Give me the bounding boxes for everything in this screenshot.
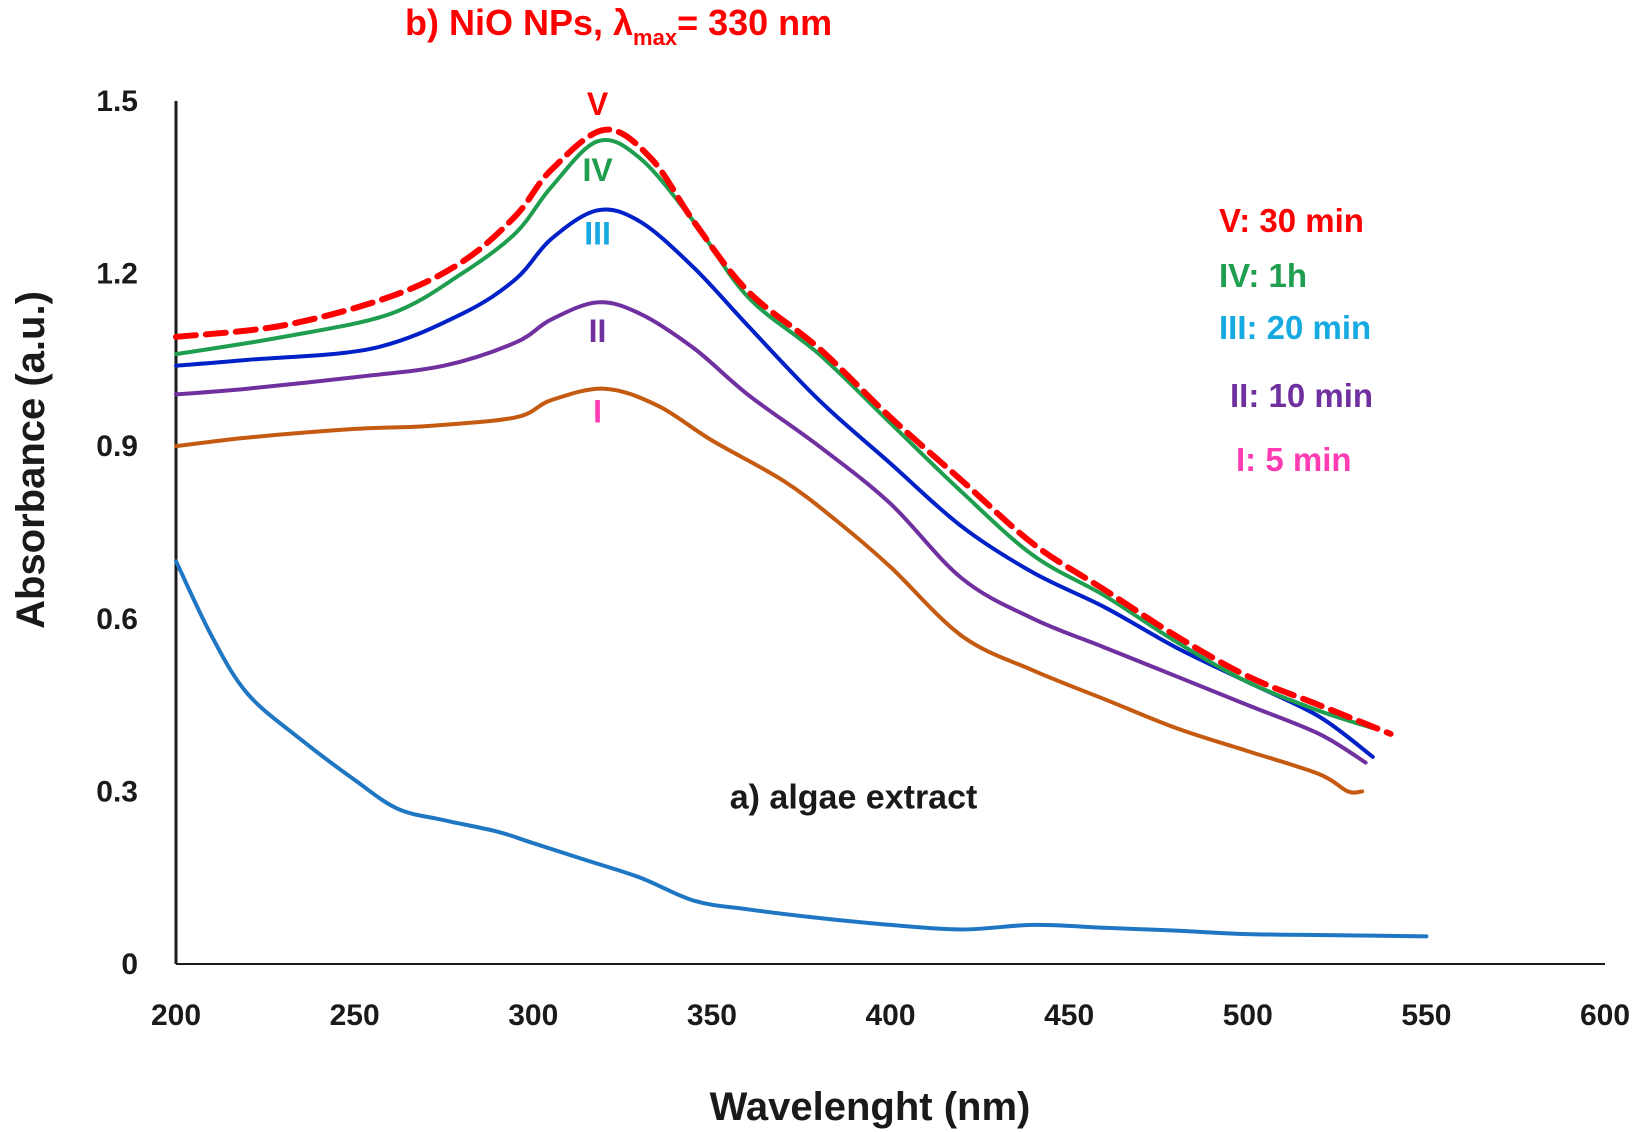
curve-label: II [589, 313, 607, 349]
series-line-s2 [174, 300, 1368, 765]
y-tick-label: 0.6 [96, 603, 138, 636]
y-tick-labels: 0 0.3 0.6 0.9 1.2 1.5 [96, 85, 138, 981]
series-lines [173, 126, 1429, 939]
x-axis-title: Wavelenght (nm) [710, 1085, 1031, 1129]
legend-item: I: 5 min [1236, 441, 1352, 478]
algae-extract-annotation: a) algae extract [730, 779, 978, 817]
series-line-s5 [173, 126, 1394, 737]
curve-label: IV [582, 152, 613, 188]
chart-title: b) NiO NPs, λmax= 330 nm [405, 2, 832, 50]
y-tick-label: 0.3 [96, 775, 138, 808]
legend-item: V: 30 min [1219, 202, 1364, 239]
legend: V: 30 min IV: 1h III: 20 min II: 10 min I: 5… [1219, 202, 1373, 478]
x-tick-label: 550 [1401, 999, 1451, 1032]
curve-label: V [587, 86, 609, 122]
x-tick-label: 250 [330, 999, 380, 1032]
x-tick-label: 200 [151, 999, 201, 1032]
x-tick-label: 350 [687, 999, 737, 1032]
y-tick-label: 1.2 [96, 258, 138, 291]
y-tick-label: 0 [121, 948, 138, 981]
x-tick-labels: 200 250 300 350 400 450 500 550 600 [151, 999, 1630, 1032]
series-line-s3 [174, 207, 1375, 759]
curve-label: I [593, 394, 602, 430]
title-prefix: b) NiO NPs, λ [405, 2, 633, 43]
legend-item: IV: 1h [1219, 257, 1307, 294]
y-axis-title: Absorbance (a.u.) [9, 291, 53, 629]
legend-item: II: 10 min [1230, 377, 1373, 414]
title-suffix: = 330 nm [677, 2, 832, 43]
x-tick-label: 600 [1580, 999, 1630, 1032]
legend-item: III: 20 min [1219, 309, 1371, 346]
y-tick-label: 0.9 [96, 430, 138, 463]
curve-label: III [584, 215, 611, 251]
series-line-s4 [174, 138, 1375, 731]
x-tick-label: 300 [508, 999, 558, 1032]
series-line-s1 [174, 386, 1365, 795]
x-tick-label: 450 [1044, 999, 1094, 1032]
title-subscript: max [633, 25, 678, 50]
series-line-algae [174, 559, 1429, 939]
x-tick-label: 500 [1223, 999, 1273, 1032]
x-tick-label: 400 [865, 999, 915, 1032]
y-tick-label: 1.5 [96, 85, 138, 118]
